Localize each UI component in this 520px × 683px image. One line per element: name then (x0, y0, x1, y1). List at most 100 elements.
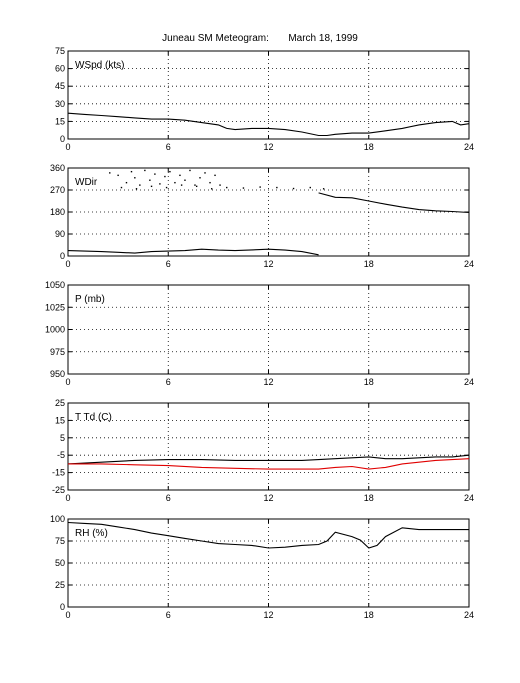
ytick-label-0-1: 15 (55, 116, 65, 126)
series-point-1-2-0 (109, 172, 111, 174)
series-point-1-2-32 (276, 186, 278, 189)
series-point-1-2-1 (117, 174, 119, 177)
series-point-1-2-30 (242, 187, 245, 189)
ytick-label-0-2: 30 (55, 99, 65, 109)
series-point-1-2-4 (134, 177, 136, 179)
series-point-1-2-9 (159, 183, 161, 185)
xtick-label-0-0: 0 (65, 142, 70, 152)
series-point-1-2-23 (135, 188, 138, 190)
ytick-label-3-1: -15 (52, 468, 65, 478)
series-point-1-2-21 (219, 184, 221, 186)
series-point-1-2-16 (194, 184, 196, 186)
ytick-label-3-0: -25 (52, 485, 65, 495)
xtick-label-4-0: 0 (65, 610, 70, 620)
ytick-label-0-5: 75 (55, 46, 65, 56)
ytick-label-4-2: 50 (55, 558, 65, 568)
series-point-1-2-15 (189, 169, 191, 172)
xtick-label-4-3: 18 (364, 610, 374, 620)
ytick-label-4-3: 75 (55, 536, 65, 546)
xtick-label-1-2: 12 (263, 259, 273, 269)
ytick-label-0-3: 45 (55, 81, 65, 91)
xtick-label-0-1: 6 (166, 142, 171, 152)
chart-title: Juneau SM Meteogram: March 18, 1999 (162, 33, 358, 44)
series-line-3-0 (67, 454, 470, 465)
series-point-1-2-18 (204, 172, 206, 174)
xtick-label-0-4: 24 (464, 142, 474, 152)
series-line-4-0 (67, 521, 469, 549)
series-line-1-1 (318, 192, 470, 214)
series-line-1-0 (67, 248, 319, 256)
xtick-label-1-3: 18 (364, 259, 374, 269)
series-point-1-2-31 (259, 186, 261, 188)
ytick-label-3-4: 15 (55, 415, 65, 425)
series-point-1-2-7 (149, 179, 151, 181)
series-point-1-2-12 (174, 181, 176, 184)
series-point-1-2-17 (199, 177, 201, 179)
xtick-label-0-2: 12 (263, 142, 273, 152)
panel-label-3: T Td (C) (75, 412, 112, 423)
ytick-label-4-0: 0 (60, 602, 65, 612)
series-point-1-2-11 (169, 170, 171, 173)
ytick-label-2-0: 950 (50, 369, 65, 379)
xtick-label-4-1: 6 (166, 610, 171, 620)
ytick-label-4-4: 100 (50, 514, 65, 524)
panel-label-4: RH (%) (75, 528, 108, 539)
xtick-label-3-2: 12 (263, 493, 273, 503)
series-point-1-2-24 (150, 185, 153, 188)
ytick-label-2-1: 975 (50, 347, 65, 357)
ytick-label-1-1: 90 (55, 229, 65, 239)
ytick-label-1-0: 0 (60, 251, 65, 261)
xtick-label-2-4: 24 (464, 377, 474, 387)
series-point-1-2-35 (322, 188, 325, 190)
xtick-label-3-4: 24 (464, 493, 474, 503)
series-point-1-2-6 (144, 169, 146, 172)
series-point-1-2-33 (292, 187, 295, 190)
ytick-label-0-0: 0 (60, 134, 65, 144)
panel-frame-3 (67, 402, 470, 491)
series-point-1-2-8 (154, 173, 156, 175)
ytick-label-2-2: 1000 (45, 325, 65, 335)
xtick-label-1-4: 24 (464, 259, 474, 269)
xtick-label-4-2: 12 (263, 610, 273, 620)
xtick-label-1-0: 0 (65, 259, 70, 269)
xtick-label-0-3: 18 (364, 142, 374, 152)
series-line-0-0 (67, 112, 470, 137)
ytick-label-1-2: 180 (50, 207, 65, 217)
series-point-1-2-5 (139, 184, 141, 186)
series-point-1-2-22 (120, 186, 123, 189)
ytick-label-2-3: 1025 (45, 302, 65, 312)
xtick-label-2-0: 0 (65, 377, 70, 387)
xtick-label-3-0: 0 (65, 493, 70, 503)
ytick-label-0-4: 60 (55, 64, 65, 74)
panel-label-0: WSpd (kts) (75, 60, 124, 71)
series-point-1-2-2 (125, 181, 128, 184)
xtick-label-3-3: 18 (364, 493, 374, 503)
panel-label-1: WDir (75, 177, 98, 188)
xtick-label-3-1: 6 (166, 493, 171, 503)
ytick-label-1-4: 360 (50, 163, 65, 173)
series-point-1-2-26 (180, 184, 183, 186)
panel-label-2: P (mb) (75, 294, 105, 305)
series-point-1-2-14 (184, 179, 186, 181)
series-point-1-2-20 (214, 174, 216, 177)
series-line-3-1 (68, 458, 470, 470)
ytick-label-3-2: -5 (57, 450, 65, 460)
ytick-label-3-5: 25 (55, 398, 65, 408)
xtick-label-4-4: 24 (464, 610, 474, 620)
series-point-1-2-3 (130, 170, 133, 173)
ytick-label-2-4: 1050 (45, 280, 65, 290)
series-point-1-2-19 (209, 181, 211, 184)
series-point-1-2-27 (195, 185, 198, 188)
series-point-1-2-29 (226, 186, 228, 189)
xtick-label-1-1: 6 (166, 259, 171, 269)
ytick-label-4-1: 25 (55, 580, 65, 590)
series-point-1-2-10 (164, 175, 166, 178)
ytick-label-1-3: 270 (50, 185, 65, 195)
xtick-label-2-2: 12 (263, 377, 273, 387)
xtick-label-2-3: 18 (364, 377, 374, 387)
series-point-1-2-28 (210, 188, 213, 190)
series-point-1-2-34 (309, 186, 311, 189)
ytick-label-3-3: 5 (60, 433, 65, 443)
series-point-1-2-25 (165, 186, 168, 189)
